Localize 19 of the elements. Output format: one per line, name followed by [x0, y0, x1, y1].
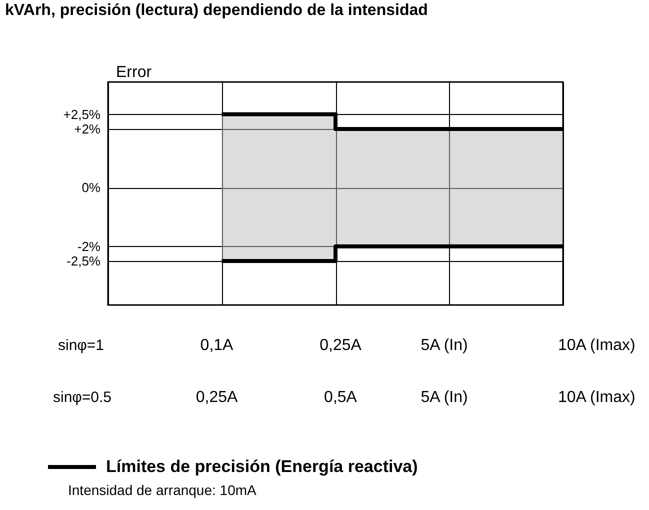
y-tick-label: +2% — [74, 121, 101, 136]
text: sinφ=1 — [58, 337, 104, 354]
text: 0,25A — [196, 389, 238, 406]
y-axis-title: Error — [116, 64, 152, 81]
chart-title: kVArh, precisión (lectura) dependiendo de la intensidad — [5, 2, 428, 19]
text: 10A (Imax) — [558, 389, 636, 406]
y-tick-label: -2% — [77, 238, 101, 254]
text: 0,5A — [324, 389, 358, 406]
text: 5A (In) — [420, 337, 468, 354]
text: sinφ=0.5 — [53, 389, 112, 406]
text: 10A (Imax) — [558, 337, 636, 354]
text: Intensidad de arranque: 10mA — [68, 482, 258, 498]
text: 0,25A — [320, 337, 362, 354]
y-tick-label: +2,5% — [63, 106, 101, 122]
y-tick-label: -2,5% — [66, 253, 101, 268]
y-tick-label: 0% — [82, 180, 101, 196]
text: 5A (In) — [420, 389, 468, 406]
legend-label: Límites de precisión (Energía reactiva) — [106, 457, 418, 476]
text: 0,1A — [200, 337, 234, 354]
